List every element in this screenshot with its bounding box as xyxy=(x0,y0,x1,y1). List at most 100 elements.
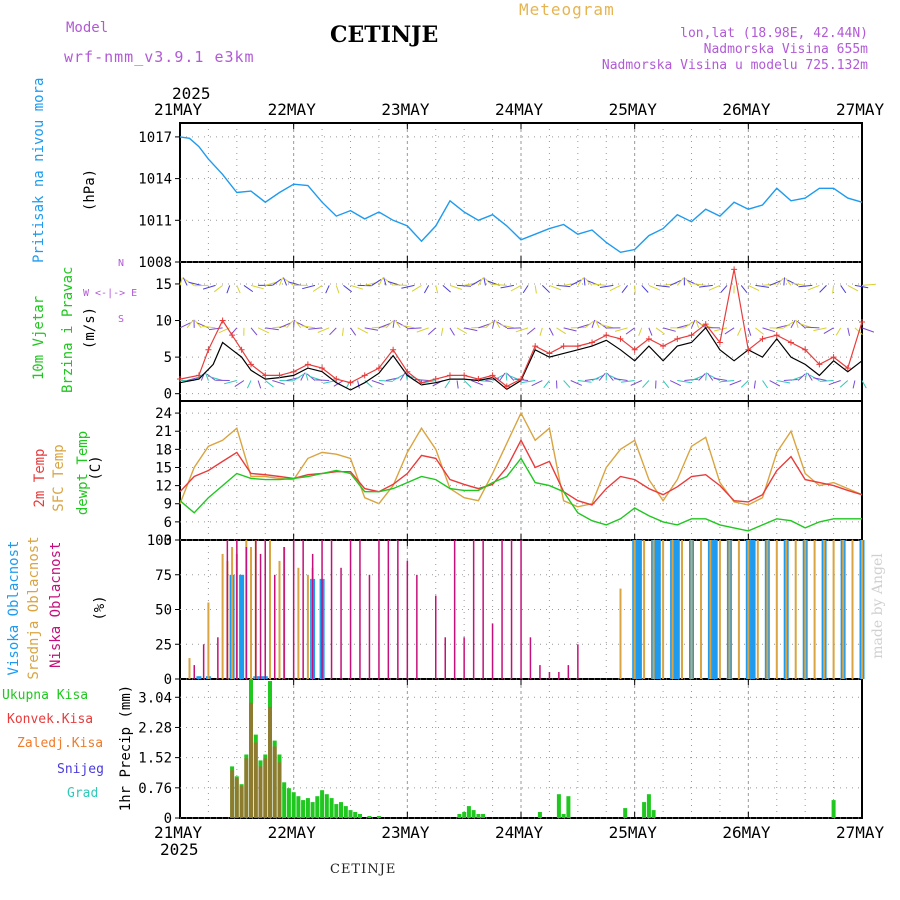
wind-arrow xyxy=(549,284,562,291)
wind-arrow xyxy=(613,378,628,382)
wind-arrow xyxy=(300,372,306,381)
wind-arrow xyxy=(442,285,451,293)
wind-arrow xyxy=(393,284,408,286)
cloud-bar-low xyxy=(567,665,570,679)
wind-arrow xyxy=(294,320,302,329)
cloud-bar-mid xyxy=(756,540,759,679)
wind-gust-marker xyxy=(688,332,695,339)
wind-arrow xyxy=(861,327,875,333)
wind-arrow xyxy=(591,319,596,329)
wind-arrow xyxy=(630,380,642,386)
wind-arrow xyxy=(655,327,665,335)
cloud-bar-low xyxy=(472,540,475,679)
wind-arrow xyxy=(807,284,820,291)
cloud-y-tick-label: 100 xyxy=(147,533,172,549)
wind-arrow xyxy=(250,284,264,290)
precip-bar-total xyxy=(348,810,353,818)
precip-bar-convective xyxy=(268,706,272,818)
wind-arrow xyxy=(522,285,529,294)
cloud-bar-mid xyxy=(832,540,835,679)
wind-arrow xyxy=(638,327,643,336)
wind-gust-marker xyxy=(787,339,794,346)
wind-gust-marker xyxy=(532,343,539,350)
wind-arrow xyxy=(776,380,791,384)
precip-bar-convective xyxy=(272,746,277,818)
wind-arrow xyxy=(798,284,813,288)
cloud-bar-mid xyxy=(747,540,750,679)
wind-arrow xyxy=(840,285,847,294)
precip-bar-convective xyxy=(258,766,263,818)
wind-arrow xyxy=(753,380,756,389)
wind-gust-marker xyxy=(195,372,202,379)
cloud-bar-low xyxy=(539,665,541,679)
cloud-bar-mid xyxy=(823,540,826,679)
wind-arrow xyxy=(852,380,856,389)
wind-arrow xyxy=(265,327,279,331)
precip-bar-total xyxy=(310,802,315,818)
wind-arrow xyxy=(692,283,706,286)
wind-gust-marker xyxy=(645,335,652,342)
wind-arrow xyxy=(570,380,583,386)
precip-y-tick-label: 0 xyxy=(164,811,172,827)
wind-arrow xyxy=(484,278,493,286)
temp-y-tick-label: 18 xyxy=(155,442,172,458)
wind-arrow xyxy=(684,378,699,382)
wind-arrow xyxy=(648,284,661,291)
precip-legend-snow: Snijeg xyxy=(57,762,104,777)
cloud-bar-low xyxy=(444,637,446,679)
cloud-bar-mid xyxy=(785,540,788,679)
wind-arrow xyxy=(186,320,194,329)
cloud-bar-high xyxy=(636,540,642,679)
wind-arrow xyxy=(642,380,650,388)
wind-gust-marker xyxy=(560,343,567,350)
wind-arrow xyxy=(492,283,507,286)
wind-arrow xyxy=(720,285,728,293)
precip-bar-convective xyxy=(277,762,282,818)
wind-arrow xyxy=(213,285,223,293)
precip-bar-total xyxy=(286,788,291,818)
wind-arrow xyxy=(223,380,237,385)
wind-arrow xyxy=(783,321,794,329)
cloud-bar-low xyxy=(558,672,560,679)
wind-gust-marker xyxy=(319,365,326,372)
wind-arrow xyxy=(329,327,337,336)
wind-arrow xyxy=(606,372,614,381)
wind-arrow xyxy=(847,284,859,292)
wind-arrow xyxy=(534,285,537,294)
wind-gust-marker xyxy=(177,376,183,383)
wind-arrow xyxy=(293,374,304,381)
wind-arrow xyxy=(392,319,395,328)
wind-arrow xyxy=(427,327,437,335)
wind-gust-marker xyxy=(518,376,524,383)
wind-gust-marker xyxy=(589,339,596,346)
wind-arrow xyxy=(385,320,394,329)
precip-bar-convective xyxy=(234,778,239,818)
precip-bar-total xyxy=(329,798,334,818)
wind-arrow xyxy=(378,277,384,286)
wind-arrow xyxy=(505,372,508,381)
wind-gust-marker xyxy=(702,321,709,328)
cloud-bar-high xyxy=(239,574,245,680)
wind-arrow xyxy=(847,327,850,336)
precip-bar-convective xyxy=(244,758,249,818)
cloud-bar-low xyxy=(387,540,390,679)
wind-arrow xyxy=(188,281,202,286)
wind-arrow xyxy=(755,284,770,288)
wind-arrow xyxy=(614,327,628,332)
precip-y-tick-label: 2.28 xyxy=(138,720,172,736)
time-label-bottom: 27MAY xyxy=(836,823,885,842)
wind-gust-marker xyxy=(390,346,397,353)
time-label-bottom: 23MAY xyxy=(381,823,430,842)
wind-gust-marker xyxy=(674,335,681,342)
wind-arrow xyxy=(762,380,769,389)
wind-arrow xyxy=(478,380,493,383)
wind-arrow xyxy=(776,277,784,286)
wind-arrow xyxy=(599,284,614,288)
precip-bar-total xyxy=(315,796,320,818)
cloud-bar-mid xyxy=(231,547,234,679)
pressure-y-tick-label: 1014 xyxy=(138,172,172,188)
cloud-bar-mid xyxy=(766,540,769,679)
wind-arrow xyxy=(364,327,379,331)
wind-arrow xyxy=(563,380,571,388)
wind-arrow xyxy=(813,327,827,332)
